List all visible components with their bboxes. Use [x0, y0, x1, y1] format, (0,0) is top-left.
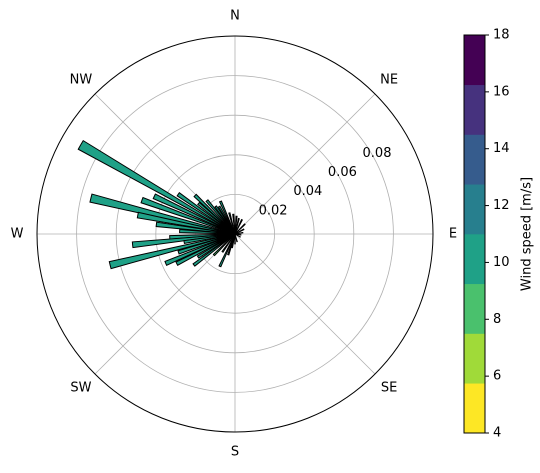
direction-label-w: W [11, 227, 24, 242]
colorbar-tick-label: 14 [493, 141, 510, 156]
colorbar-segment [464, 283, 485, 334]
wind-bar [197, 201, 236, 235]
direction-label-se: SE [381, 381, 397, 396]
radial-gridcircle [155, 154, 315, 314]
radial-gridline [234, 93, 376, 235]
radial-tick-label: 0.06 [328, 165, 357, 180]
wind-bar [234, 228, 245, 235]
wind-bar [89, 193, 236, 235]
colorbar-tick-label: 12 [493, 198, 510, 213]
wind-bar [108, 233, 236, 270]
polar-outer-frame [36, 35, 434, 433]
colorbar-segment [464, 234, 485, 285]
wind-bar [193, 193, 236, 235]
wind-bar [136, 211, 236, 235]
wind-bar [176, 191, 236, 235]
wind-bar [77, 139, 236, 235]
colorbar-segment [464, 383, 485, 434]
wind-bar [175, 233, 236, 266]
wind-bar [228, 212, 236, 235]
wind-bar [196, 233, 236, 259]
direction-label-n: N [230, 9, 240, 24]
radial-gridcircle [76, 75, 394, 393]
radial-gridcircle [194, 193, 275, 274]
wind-bar [227, 233, 236, 256]
wind-bar [234, 218, 244, 235]
wind-bar [234, 233, 241, 238]
colorbar-tick-label: 16 [493, 84, 510, 99]
colorbar-segment [464, 35, 485, 86]
radial-tick-label: 0.04 [293, 184, 322, 199]
wind-bar [234, 233, 236, 245]
direction-label-ne: NE [380, 72, 398, 87]
wind-bar [231, 233, 236, 249]
wind-bars [77, 139, 246, 270]
wind-bar [234, 231, 244, 235]
radial-gridcircle [115, 114, 355, 354]
wind-bar [218, 200, 236, 235]
radial-tick-label: 0.08 [363, 146, 392, 161]
colorbar: 4 6 8 10 12 14 16 18 Wind speed [m/s] [463, 28, 535, 441]
wind-bar [152, 193, 236, 235]
colorbar-segment [464, 84, 485, 135]
wind-bar [205, 199, 236, 235]
colorbar-title: Wind speed [m/s] [520, 177, 535, 291]
wind-bar [177, 233, 236, 255]
direction-label-s: S [231, 445, 239, 460]
colorbar-outline [463, 34, 486, 434]
direction-label-e: E [449, 227, 457, 242]
wind-bar [232, 213, 236, 235]
colorbar-tick-label: 6 [493, 369, 501, 384]
polar-labels: N NE E SE S SW W NW 0.02 0.04 0.06 0.08 [11, 9, 458, 460]
colorbar-tick-label: 4 [493, 426, 501, 441]
colorbar-segment [464, 184, 485, 235]
wind-bar [212, 233, 236, 257]
polar-grid [37, 36, 433, 432]
radial-gridline [94, 233, 236, 375]
colorbar-tick-label: 10 [493, 255, 510, 270]
direction-label-nw: NW [70, 72, 93, 87]
polar-frame [36, 35, 434, 433]
wind-bar [234, 223, 246, 235]
colorbar-tick-label: 8 [493, 312, 501, 327]
wind-bar [221, 233, 236, 253]
colorbar-tick-label: 18 [493, 28, 510, 43]
colorbar-segment [464, 333, 485, 384]
radial-gridline [234, 233, 376, 375]
wind-bar [179, 229, 236, 235]
wind-bar [234, 215, 238, 235]
colorbar-segment [464, 134, 485, 185]
wind-bar [234, 233, 238, 243]
wind-bar [192, 233, 236, 267]
radial-tick-label: 0.02 [259, 203, 288, 218]
wind-bar [155, 221, 236, 235]
wind-bar [234, 217, 240, 235]
direction-label-sw: SW [70, 381, 91, 396]
wind-bar [218, 233, 236, 268]
wind-bar [140, 196, 236, 235]
